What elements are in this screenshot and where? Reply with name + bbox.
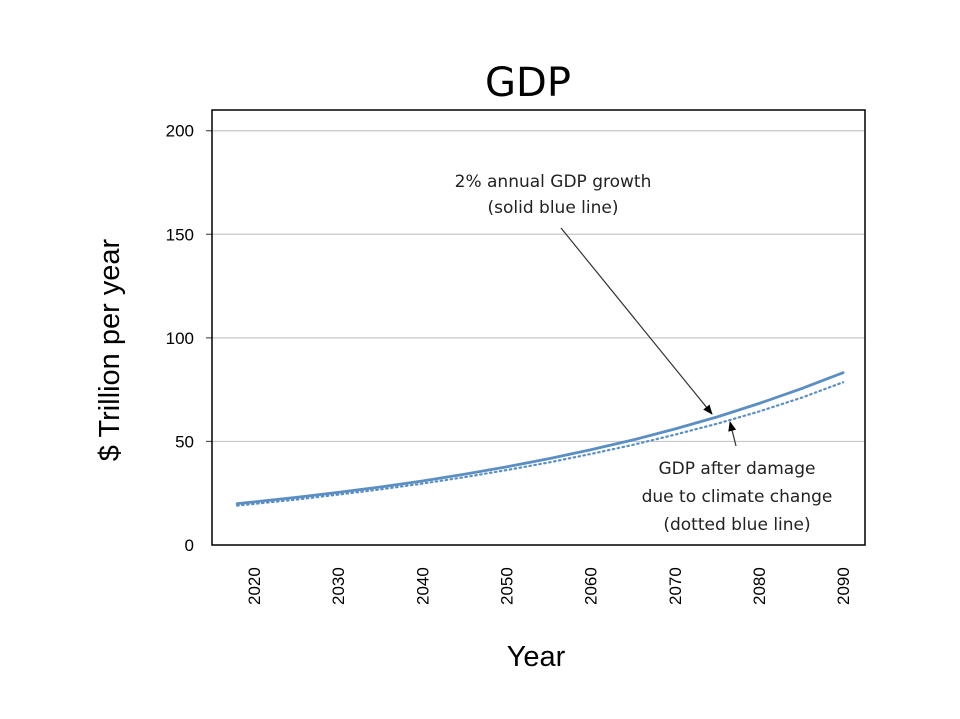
y-tick-label: 200: [166, 122, 194, 141]
y-tick-label: 100: [166, 329, 194, 348]
x-axis-label: Year: [507, 641, 566, 673]
x-tick-label: 2080: [750, 567, 769, 605]
series-line-solid-growth: [235, 371, 845, 506]
x-tick-label: 2050: [498, 567, 517, 605]
y-tick-label: 150: [166, 225, 194, 244]
x-tick-label: 2060: [582, 567, 601, 605]
annotation-solid-arrow: [560, 227, 713, 415]
y-axis-label: $ Trillion per year: [94, 238, 126, 461]
series-line-dotted-damage: [236, 381, 845, 507]
x-tick-label: 2020: [245, 567, 264, 605]
chart-title: GDP: [485, 60, 571, 106]
series-group: [235, 371, 845, 507]
y-tick-label: 50: [175, 432, 194, 451]
y-tick-label: 0: [185, 536, 194, 555]
x-tick-labels: 2020 2030 2040 2050 2060 2070 2080 2090: [245, 567, 853, 605]
annotation-solid-line1: 2% annual GDP growth: [455, 172, 652, 192]
annotation-dotted-line1: GDP after damage: [659, 459, 816, 479]
plot-area-frame: [211, 109, 866, 546]
x-tick-label: 2030: [329, 567, 348, 605]
annotation-dotted-arrow: [728, 421, 737, 447]
annotation-dotted-line3: (dotted blue line): [663, 515, 810, 535]
x-tick-label: 2040: [413, 567, 432, 605]
gridlines: [206, 130, 865, 443]
x-tick-label: 2070: [666, 567, 685, 605]
annotation-dotted-line2: due to climate change: [642, 487, 833, 507]
annotation-solid: 2% annual GDP growth (solid blue line): [455, 172, 713, 415]
y-tick-labels: 0 50 100 150 200: [166, 122, 194, 555]
annotation-dotted: GDP after damage due to climate change (…: [642, 421, 833, 535]
x-tick-label: 2090: [834, 567, 853, 605]
annotation-solid-line2: (solid blue line): [488, 198, 619, 218]
